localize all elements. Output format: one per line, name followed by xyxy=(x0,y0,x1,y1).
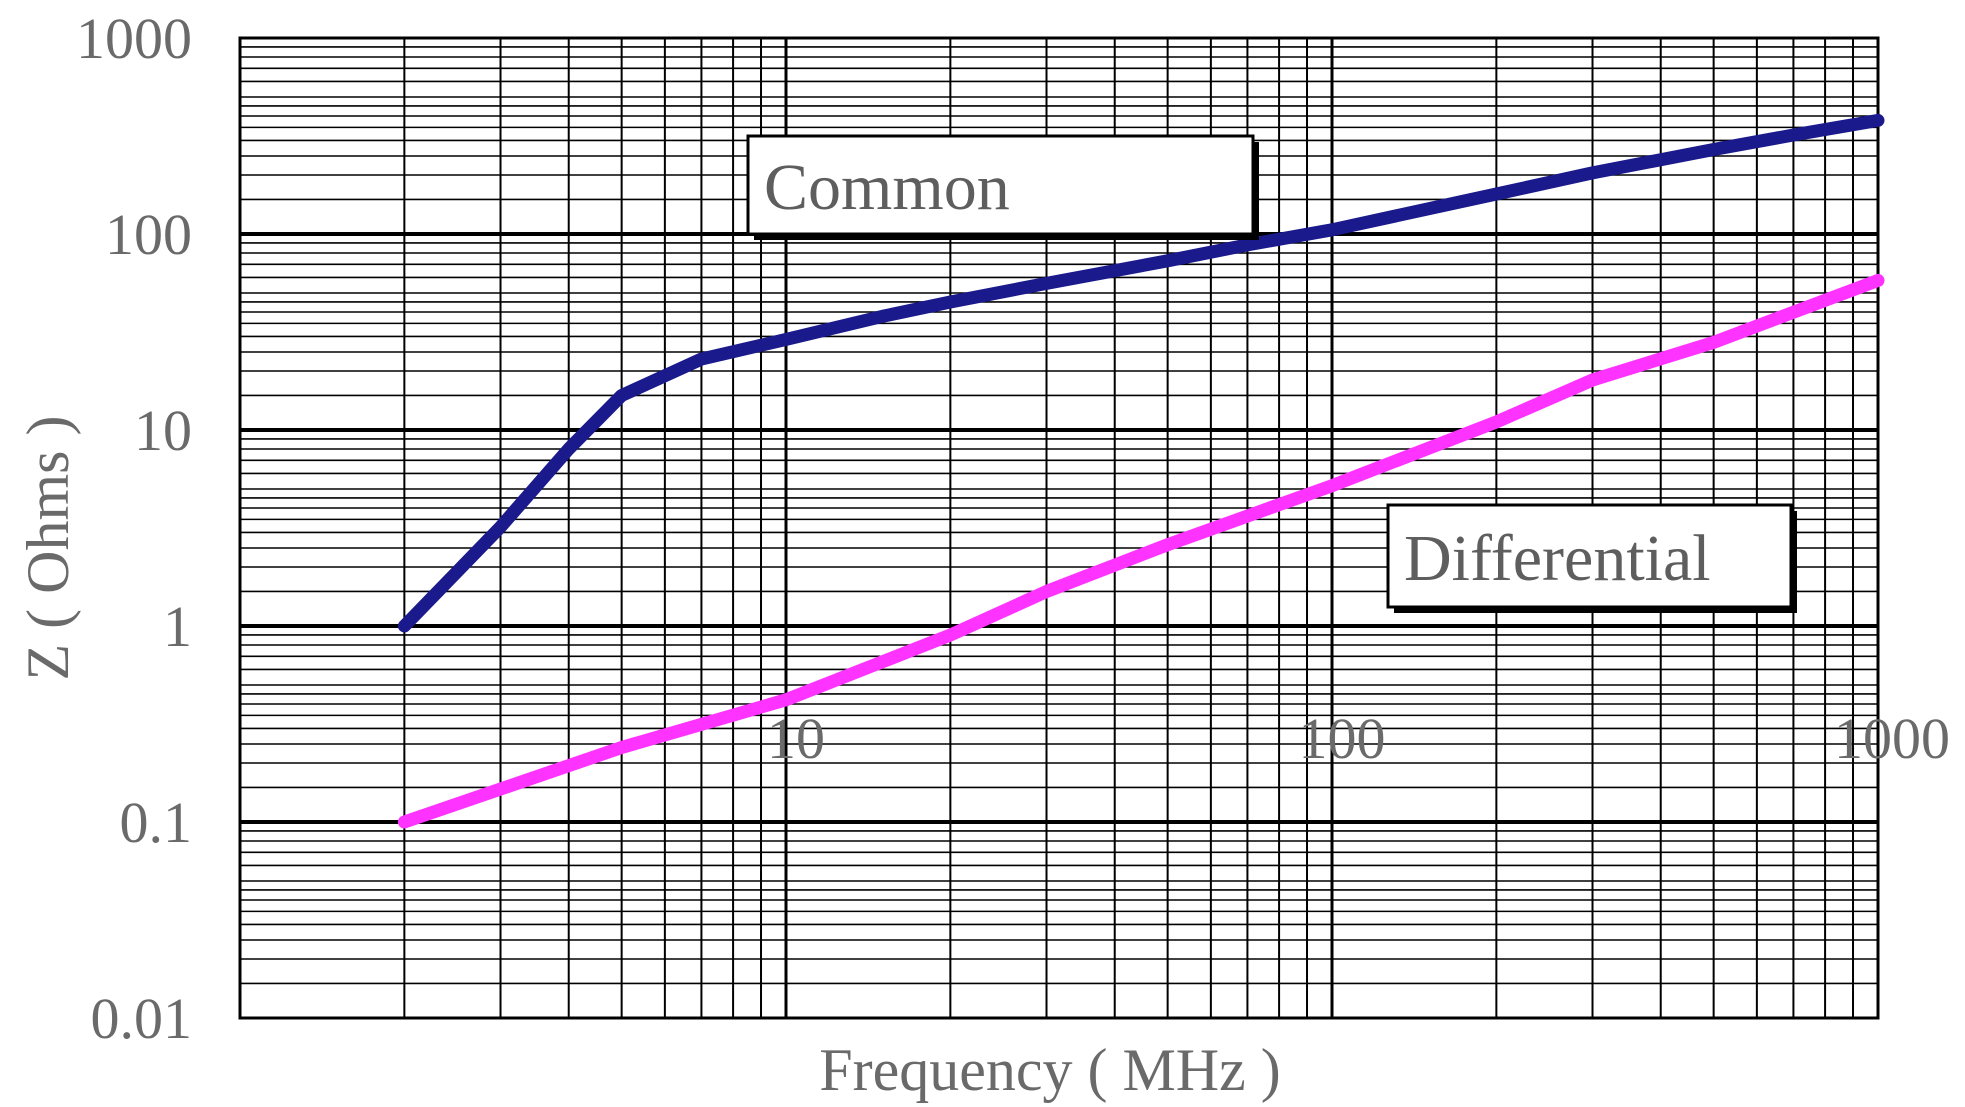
series-lines xyxy=(397,113,1885,829)
x-axis-title: Frequency ( MHz ) xyxy=(819,1037,1281,1103)
series-callouts: Common Differential xyxy=(746,134,1797,613)
plot-frame xyxy=(238,36,1880,1020)
y-tick-labels: 1000 100 10 1 0.1 0.01 xyxy=(76,6,192,1051)
x-tick-labels: 10 100 1000 xyxy=(767,706,1950,771)
callout-box-common xyxy=(746,134,1255,236)
y-tick-label: 0.01 xyxy=(91,986,193,1051)
x-tick-label: 10 xyxy=(767,706,825,771)
series-line-common xyxy=(397,113,1885,633)
callout-label-differential: Differential xyxy=(1404,522,1711,595)
y-tick-label: 1 xyxy=(163,594,192,659)
y-tick-label: 0.1 xyxy=(120,790,193,855)
y-tick-label: 100 xyxy=(105,202,192,267)
y-axis-title: Z ( Ohms ) xyxy=(15,416,81,681)
x-tick-label: 1000 xyxy=(1834,706,1950,771)
series-line-differential xyxy=(397,273,1885,829)
x-tick-label: 100 xyxy=(1299,706,1386,771)
y-tick-label: 10 xyxy=(134,398,192,463)
y-tick-label: 1000 xyxy=(76,6,192,71)
callout-label-common: Common xyxy=(764,151,1010,224)
callout-box-differential xyxy=(1386,503,1793,609)
